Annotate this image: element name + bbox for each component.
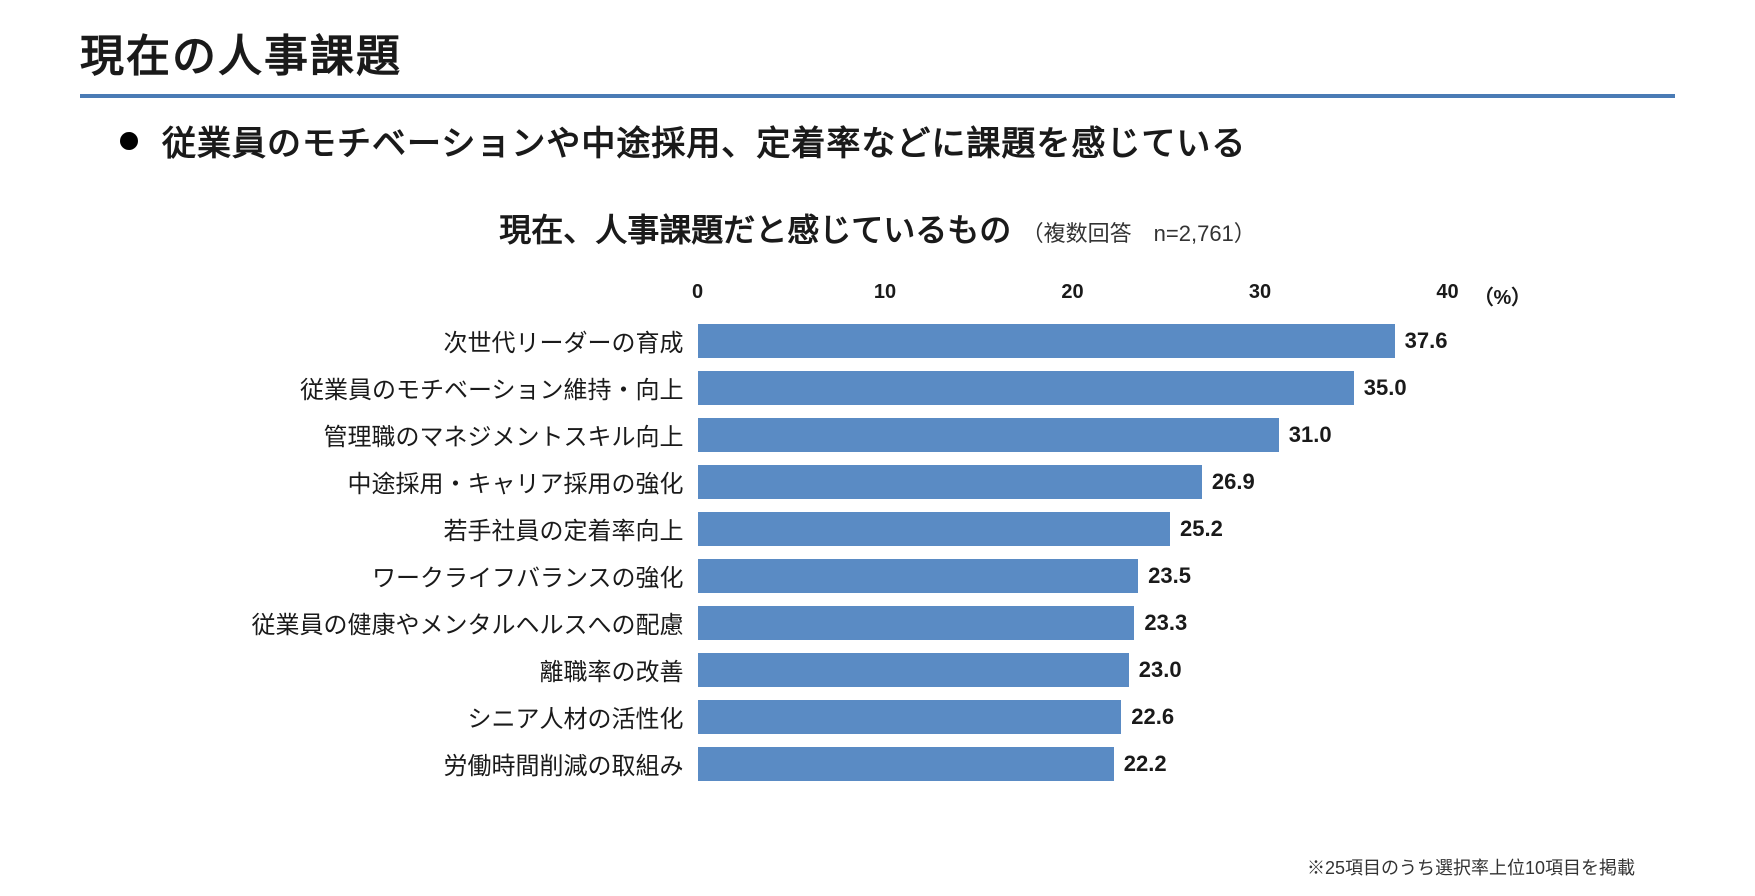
bar-value: 37.6 [1395, 328, 1448, 354]
bar-value: 23.5 [1138, 563, 1191, 589]
axis-tick-label: 30 [1249, 281, 1271, 304]
axis-tick-label: 0 [692, 281, 703, 304]
chart-title-row: 現在、人事課題だと感じているもの （複数回答 n=2,761） [178, 205, 1578, 251]
bar-value: 22.2 [1114, 751, 1167, 777]
bar-fill [698, 653, 1129, 687]
bar-value: 23.0 [1129, 657, 1182, 683]
bar-label: シニア人材の活性化 [178, 699, 698, 734]
axis-unit-label: （%） [1474, 281, 1532, 310]
bar-row: 若手社員の定着率向上 25.2 [178, 505, 1578, 552]
bar-label: 従業員のモチベーション維持・向上 [178, 370, 698, 405]
bar-label: 離職率の改善 [178, 652, 698, 687]
bar-track: 23.3 [698, 599, 1448, 646]
bar-row: 中途採用・キャリア採用の強化 26.9 [178, 458, 1578, 505]
x-axis: 010203040（%） [698, 281, 1448, 311]
bar-row: 次世代リーダーの育成 37.6 [178, 317, 1578, 364]
bar-track: 23.0 [698, 646, 1448, 693]
bar-track: 25.2 [698, 505, 1448, 552]
bar-fill [698, 465, 1202, 499]
bar-track: 22.6 [698, 693, 1448, 740]
bar-track: 22.2 [698, 740, 1448, 787]
bar-fill [698, 747, 1114, 781]
bar-row: 離職率の改善 23.0 [178, 646, 1578, 693]
bar-track: 31.0 [698, 411, 1448, 458]
bullet-text: 従業員のモチベーションや中途採用、定着率などに課題を感じている [162, 116, 1246, 165]
bar-fill [698, 324, 1395, 358]
bar-label: 管理職のマネジメントスキル向上 [178, 417, 698, 452]
bar-track: 37.6 [698, 317, 1448, 364]
bar-value: 23.3 [1134, 610, 1187, 636]
bar-value: 22.6 [1121, 704, 1174, 730]
bar-label: ワークライフバランスの強化 [178, 558, 698, 593]
bar-label: 若手社員の定着率向上 [178, 511, 698, 546]
bullet-icon [120, 132, 138, 150]
bar-row: シニア人材の活性化 22.6 [178, 693, 1578, 740]
bar-track: 23.5 [698, 552, 1448, 599]
bar-fill [698, 606, 1135, 640]
bar-fill [698, 371, 1354, 405]
bar-row: 管理職のマネジメントスキル向上 31.0 [178, 411, 1578, 458]
chart-grid: 0 10 20 30 40 （%） 次世代リーダーの育成 37.6 従業員のモチベーション維持… [178, 281, 1578, 787]
bar-value: 35.0 [1354, 375, 1407, 401]
bar-value: 25.2 [1170, 516, 1223, 542]
bars-wrapper: 次世代リーダーの育成 37.6 従業員のモチベーション維持・向上 35.0 管理職のマネ… [178, 317, 1578, 787]
bar-label: 従業員の健康やメンタルヘルスへの配慮 [178, 605, 698, 640]
bar-fill [698, 418, 1279, 452]
bar-fill [698, 559, 1139, 593]
bar-fill [698, 700, 1122, 734]
axis-tick-label: 40 [1436, 281, 1458, 304]
bar-row: 労働時間削減の取組み 22.2 [178, 740, 1578, 787]
bar-fill [698, 512, 1171, 546]
bar-row: 従業員のモチベーション維持・向上 35.0 [178, 364, 1578, 411]
title-block: 現在の人事課題 [80, 20, 1675, 98]
slide: 現在の人事課題 従業員のモチベーションや中途採用、定着率などに課題を感じている … [0, 0, 1755, 896]
bar-label: 中途採用・キャリア採用の強化 [178, 464, 698, 499]
bar-label: 労働時間削減の取組み [178, 746, 698, 781]
page-title: 現在の人事課題 [80, 20, 1675, 90]
bar-value: 31.0 [1279, 422, 1332, 448]
chart-area: 現在、人事課題だと感じているもの （複数回答 n=2,761） 0 10 20 30 4… [178, 205, 1578, 787]
footnote: ※25項目のうち選択率上位10項目を掲載 [1307, 854, 1635, 880]
axis-tick-label: 20 [1061, 281, 1083, 304]
bar-row: ワークライフバランスの強化 23.5 [178, 552, 1578, 599]
bar-value: 26.9 [1202, 469, 1255, 495]
bar-label: 次世代リーダーの育成 [178, 323, 698, 358]
bullet-row: 従業員のモチベーションや中途採用、定着率などに課題を感じている [80, 116, 1675, 165]
chart-title: 現在、人事課題だと感じているもの [499, 212, 1011, 248]
bar-track: 35.0 [698, 364, 1448, 411]
bar-track: 26.9 [698, 458, 1448, 505]
chart-subtitle: （複数回答 n=2,761） [1022, 221, 1256, 246]
title-underline [80, 94, 1675, 98]
axis-tick-label: 10 [874, 281, 896, 304]
bar-row: 従業員の健康やメンタルヘルスへの配慮 23.3 [178, 599, 1578, 646]
